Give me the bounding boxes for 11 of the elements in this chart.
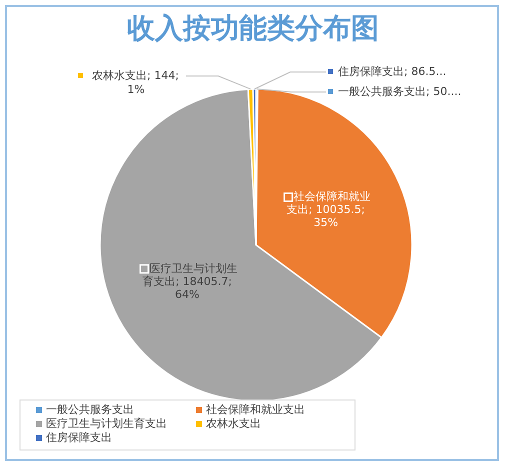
data-label: 社会保障和就业支出; 10035.5; 35% xyxy=(286,190,370,230)
data-label: 农林水支出; 144; 1% xyxy=(92,69,179,96)
legend-label: 农林水支出 xyxy=(206,417,261,430)
legend-label: 住房保障支出 xyxy=(46,431,112,444)
data-label: 医疗卫生与计划生育支出; 18405.7; 64% xyxy=(142,262,238,301)
data-label: 一般公共服务支出; 50.... xyxy=(338,85,462,98)
data-label: 住房保障支出; 86.5... xyxy=(338,65,446,78)
legend-label: 一般公共服务支出 xyxy=(46,403,134,416)
legend-label: 医疗卫生与计划生育支出 xyxy=(46,417,167,430)
legend-label: 社会保障和就业支出 xyxy=(206,403,305,416)
chart-title: 收入按功能类分布图 xyxy=(127,11,379,44)
